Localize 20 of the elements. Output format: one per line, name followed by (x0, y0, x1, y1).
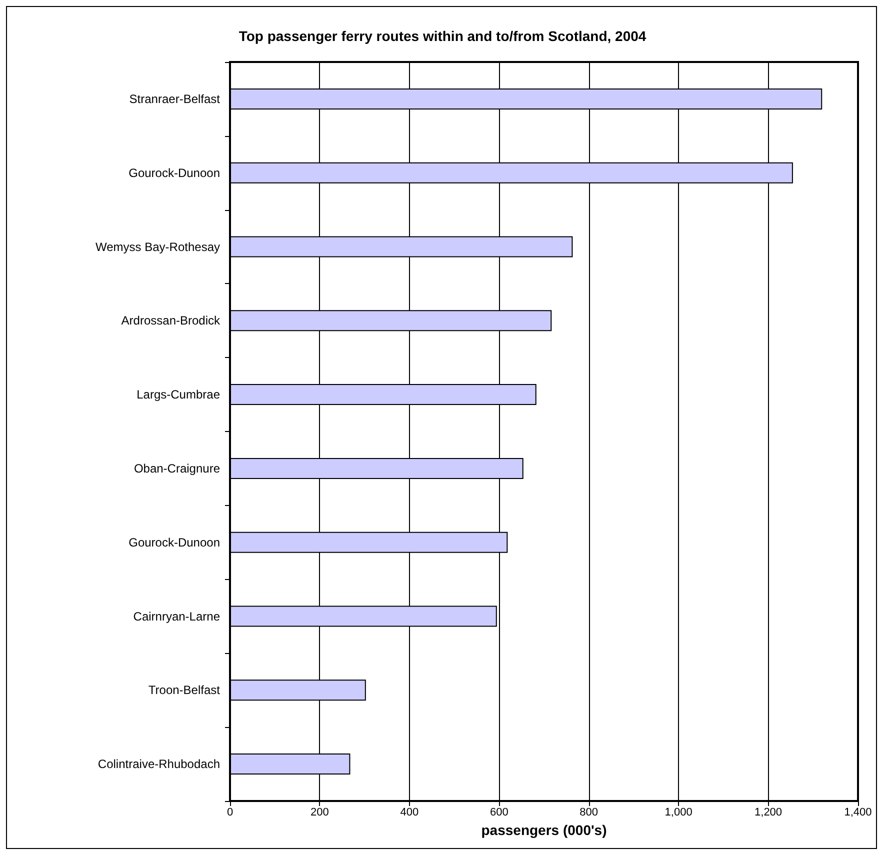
x-tick-label: 1,400 (844, 806, 872, 818)
y-tick-label: Colintraive-Rhubodach (98, 757, 220, 772)
y-tick-label: Oban-Craignure (134, 461, 220, 476)
x-tick-label: 1,200 (754, 806, 782, 818)
y-tick-label: Ardrossan-Brodick (121, 314, 221, 328)
y-tick-label: Gourock-Dunoon (128, 166, 220, 180)
y-tick-label: Cairnryan-Larne (133, 609, 220, 624)
x-tick-label: 1,000 (664, 806, 692, 818)
chart-title: Top passenger ferry routes within and to/from Scotland, 2004 (238, 28, 646, 44)
x-tick-label: 200 (310, 806, 329, 818)
y-tick-label: Stranraer-Belfast (129, 92, 221, 106)
y-tick-label: Troon-Belfast (148, 683, 221, 698)
y-tick-label: Largs-Cumbrae (136, 388, 220, 402)
x-tick-label: 600 (490, 806, 508, 818)
x-axis-title: passengers (000's) (481, 822, 607, 838)
x-tick-label: 0 (226, 806, 234, 818)
x-tick-label: 400 (400, 806, 419, 818)
y-tick-label: Gourock-Dunoon (128, 535, 220, 550)
y-tick-label: Wemyss Bay-Rothesay (96, 240, 220, 254)
x-tick-label: 800 (580, 806, 598, 818)
